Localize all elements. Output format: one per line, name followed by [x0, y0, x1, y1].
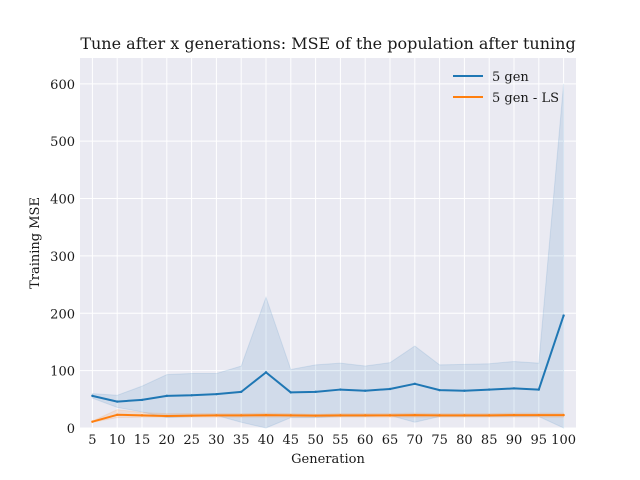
point-5-gen-ls — [140, 414, 144, 417]
x-tick-label: 60 — [357, 433, 374, 448]
point-5-gen-ls — [562, 413, 565, 417]
point-5-gen — [264, 371, 268, 374]
point-5-gen-ls — [339, 414, 342, 417]
line-5-gen-ls — [92, 413, 564, 423]
series-lines — [91, 314, 565, 423]
x-tick-labels: 5 10 15 20 25 30 35 40 45 50 55 60 65 70 75 80 85 90 95 100 — [88, 433, 576, 448]
x-tick-label: 35 — [233, 433, 250, 448]
x-tick-label: 55 — [332, 433, 349, 448]
point-5-gen — [388, 387, 392, 391]
point-5-gen-ls — [91, 420, 94, 423]
point-5-gen — [240, 390, 243, 394]
point-5-gen-ls — [537, 413, 540, 417]
x-tick-label: 45 — [283, 433, 300, 448]
point-5-gen — [512, 387, 516, 390]
point-5-gen-ls — [413, 413, 416, 417]
x-tick-label: 5 — [88, 433, 96, 448]
point-5-gen — [289, 391, 292, 394]
x-tick-label: 70 — [407, 433, 424, 448]
x-axis-label: Generation — [291, 452, 365, 467]
x-tick-label: 100 — [551, 433, 576, 448]
y-tick-label: 600 — [50, 78, 75, 93]
x-tick-label: 40 — [258, 433, 275, 448]
y-tick-label: 300 — [50, 250, 75, 265]
point-5-gen — [438, 388, 441, 392]
point-5-gen — [140, 398, 144, 402]
x-tick-label: 90 — [506, 433, 523, 448]
point-5-gen — [190, 394, 193, 397]
x-tick-label: 50 — [307, 433, 324, 448]
point-5-gen-ls — [314, 414, 317, 417]
point-5-gen-ls — [364, 414, 367, 417]
point-5-gen-ls — [165, 414, 168, 418]
legend-label-5-gen-ls: 5 gen - LS — [492, 91, 559, 106]
point-5-gen — [413, 382, 416, 386]
point-5-gen — [215, 392, 218, 396]
x-tick-label: 75 — [431, 433, 448, 448]
point-5-gen-ls — [264, 413, 268, 417]
point-5-gen-ls — [463, 414, 466, 417]
y-axis-label: Training MSE — [28, 197, 43, 289]
x-tick-label: 10 — [109, 433, 126, 448]
point-5-gen-ls — [240, 414, 243, 417]
grid-layer — [80, 58, 576, 429]
point-5-gen — [116, 400, 119, 403]
plot-area — [80, 58, 576, 428]
point-5-gen — [165, 394, 168, 398]
point-5-gen-ls — [190, 414, 193, 417]
point-5-gen-ls — [438, 414, 441, 417]
point-5-gen — [463, 389, 466, 392]
y-tick-label: 100 — [50, 365, 75, 380]
point-5-gen-ls — [289, 414, 292, 417]
point-5-gen-ls — [215, 414, 218, 417]
x-tick-label: 85 — [481, 433, 498, 448]
y-tick-label: 200 — [50, 307, 75, 322]
point-5-gen-ls — [512, 413, 516, 417]
chart-title: Tune after x generations: MSE of the pop… — [80, 34, 575, 53]
x-tick-label: 30 — [208, 433, 225, 448]
legend: 5 gen 5 gen - LS — [453, 70, 559, 106]
point-5-gen-ls — [116, 413, 119, 417]
legend-label-5-gen: 5 gen — [492, 70, 529, 85]
x-tick-label: 25 — [183, 433, 200, 448]
point-5-gen-ls — [388, 414, 392, 417]
point-5-gen — [314, 390, 317, 394]
y-tick-labels: 0 100 200 300 400 500 600 — [50, 78, 75, 437]
x-tick-label: 65 — [382, 433, 399, 448]
point-5-gen — [562, 314, 565, 317]
line-5-gen — [92, 315, 565, 403]
point-5-gen-ls — [488, 414, 491, 417]
x-tick-label: 80 — [456, 433, 473, 448]
band-5-gen — [91, 83, 565, 429]
point-5-gen — [488, 388, 491, 391]
y-tick-label: 500 — [50, 135, 75, 150]
x-tick-label: 15 — [134, 433, 151, 448]
x-tick-label: 20 — [159, 433, 176, 448]
point-5-gen — [91, 394, 94, 398]
y-tick-label: 400 — [50, 193, 75, 208]
point-5-gen — [339, 388, 342, 391]
point-5-gen — [537, 388, 540, 391]
x-tick-label: 95 — [531, 433, 548, 448]
y-tick-label: 0 — [67, 422, 75, 437]
point-5-gen — [364, 389, 367, 392]
